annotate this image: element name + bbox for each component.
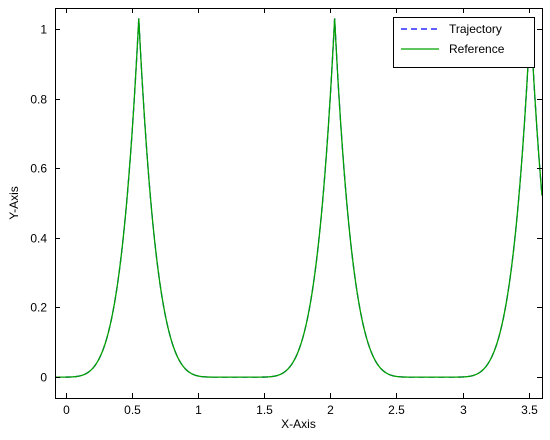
x-tick-label: 1.5: [256, 403, 273, 417]
x-tick-label: 3: [460, 403, 467, 417]
series-layer: [55, 18, 542, 378]
y-tick-label: 1: [40, 23, 47, 37]
y-tick-label: 0.6: [30, 162, 47, 176]
legend: Trajectory Reference: [393, 17, 535, 68]
y-tick-label: 0: [40, 371, 47, 385]
series-line-reference: [55, 18, 542, 378]
x-tick-label: 2.5: [388, 403, 405, 417]
x-tick-label: 0: [63, 403, 70, 417]
plot-frame: [55, 8, 543, 399]
x-tick-label: 2: [327, 403, 334, 417]
y-tick-label: 0.8: [30, 93, 47, 107]
x-tick-label: 3.5: [521, 403, 538, 417]
x-axis-title: X-Axis: [281, 417, 316, 431]
x-tick-label: 1: [195, 403, 202, 417]
y-axis-title: Y-Axis: [7, 186, 21, 220]
y-tick-label: 0.2: [30, 301, 47, 315]
legend-label-trajectory: Trajectory: [449, 22, 502, 36]
y-tick-label: 0.4: [30, 232, 47, 246]
legend-label-reference: Reference: [449, 42, 505, 56]
x-tick-label: 0.5: [124, 403, 141, 417]
legend-box: [393, 17, 535, 68]
ticks-layer: 0 0.5 1 1.5 2 2.5 3 3.5 0 0.2 0.4 0.6 0.8 1: [30, 8, 542, 417]
